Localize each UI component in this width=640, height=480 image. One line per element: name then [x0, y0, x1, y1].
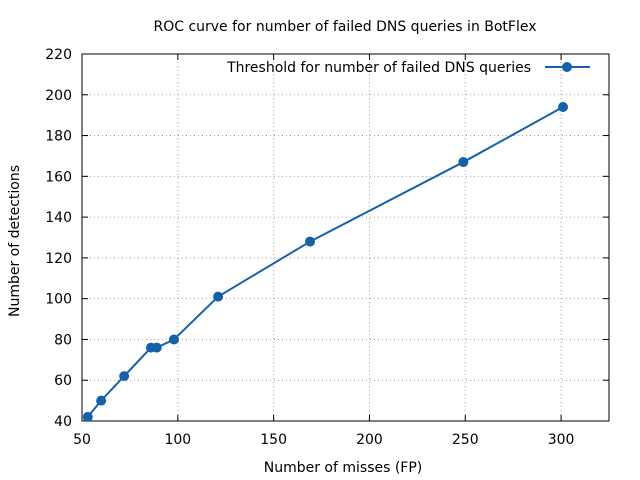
data-point: [458, 157, 469, 168]
data-point: [82, 411, 93, 422]
data-point: [213, 291, 224, 302]
data-point: [151, 342, 162, 353]
legend: Threshold for number of failed DNS queri…: [226, 60, 590, 76]
legend-marker: [562, 62, 572, 72]
plot-frame: [81, 53, 610, 422]
data-point: [305, 236, 316, 247]
y-tick-label: 80: [54, 332, 72, 348]
x-tick-label: 100: [164, 432, 191, 448]
legend-label: Threshold for number of failed DNS queri…: [226, 60, 531, 76]
x-tick-label: 200: [356, 432, 383, 448]
grid: [82, 54, 609, 421]
y-tick-label: 180: [45, 129, 72, 145]
y-tick-label: 120: [45, 251, 72, 267]
data-point: [119, 371, 130, 382]
x-tick-label: 300: [548, 432, 575, 448]
y-tick-label: 160: [45, 169, 72, 185]
y-tick-label: 100: [45, 292, 72, 308]
x-tick-label: 150: [260, 432, 287, 448]
x-tick-label: 50: [73, 432, 91, 448]
data-point: [558, 102, 569, 113]
series-line: [86, 106, 564, 418]
chart-title: ROC curve for number of failed DNS queri…: [153, 19, 536, 35]
y-axis-label: Number of detections: [7, 165, 23, 317]
y-tick-label: 40: [54, 414, 72, 430]
y-tick-label: 200: [45, 88, 72, 104]
x-axis-label: Number of misses (FP): [264, 460, 423, 476]
series-layer: [82, 102, 569, 422]
x-tick-label: 250: [452, 432, 479, 448]
y-tick-label: 220: [45, 47, 72, 63]
data-point: [96, 395, 107, 406]
y-tick-label: 60: [54, 373, 72, 389]
x-axis: 50 100 150 200 250 300: [73, 54, 574, 448]
y-tick-label: 140: [45, 210, 72, 226]
y-axis: 40 60 80 100 120 140 160 180 200 220: [45, 47, 609, 430]
data-point: [168, 334, 179, 345]
